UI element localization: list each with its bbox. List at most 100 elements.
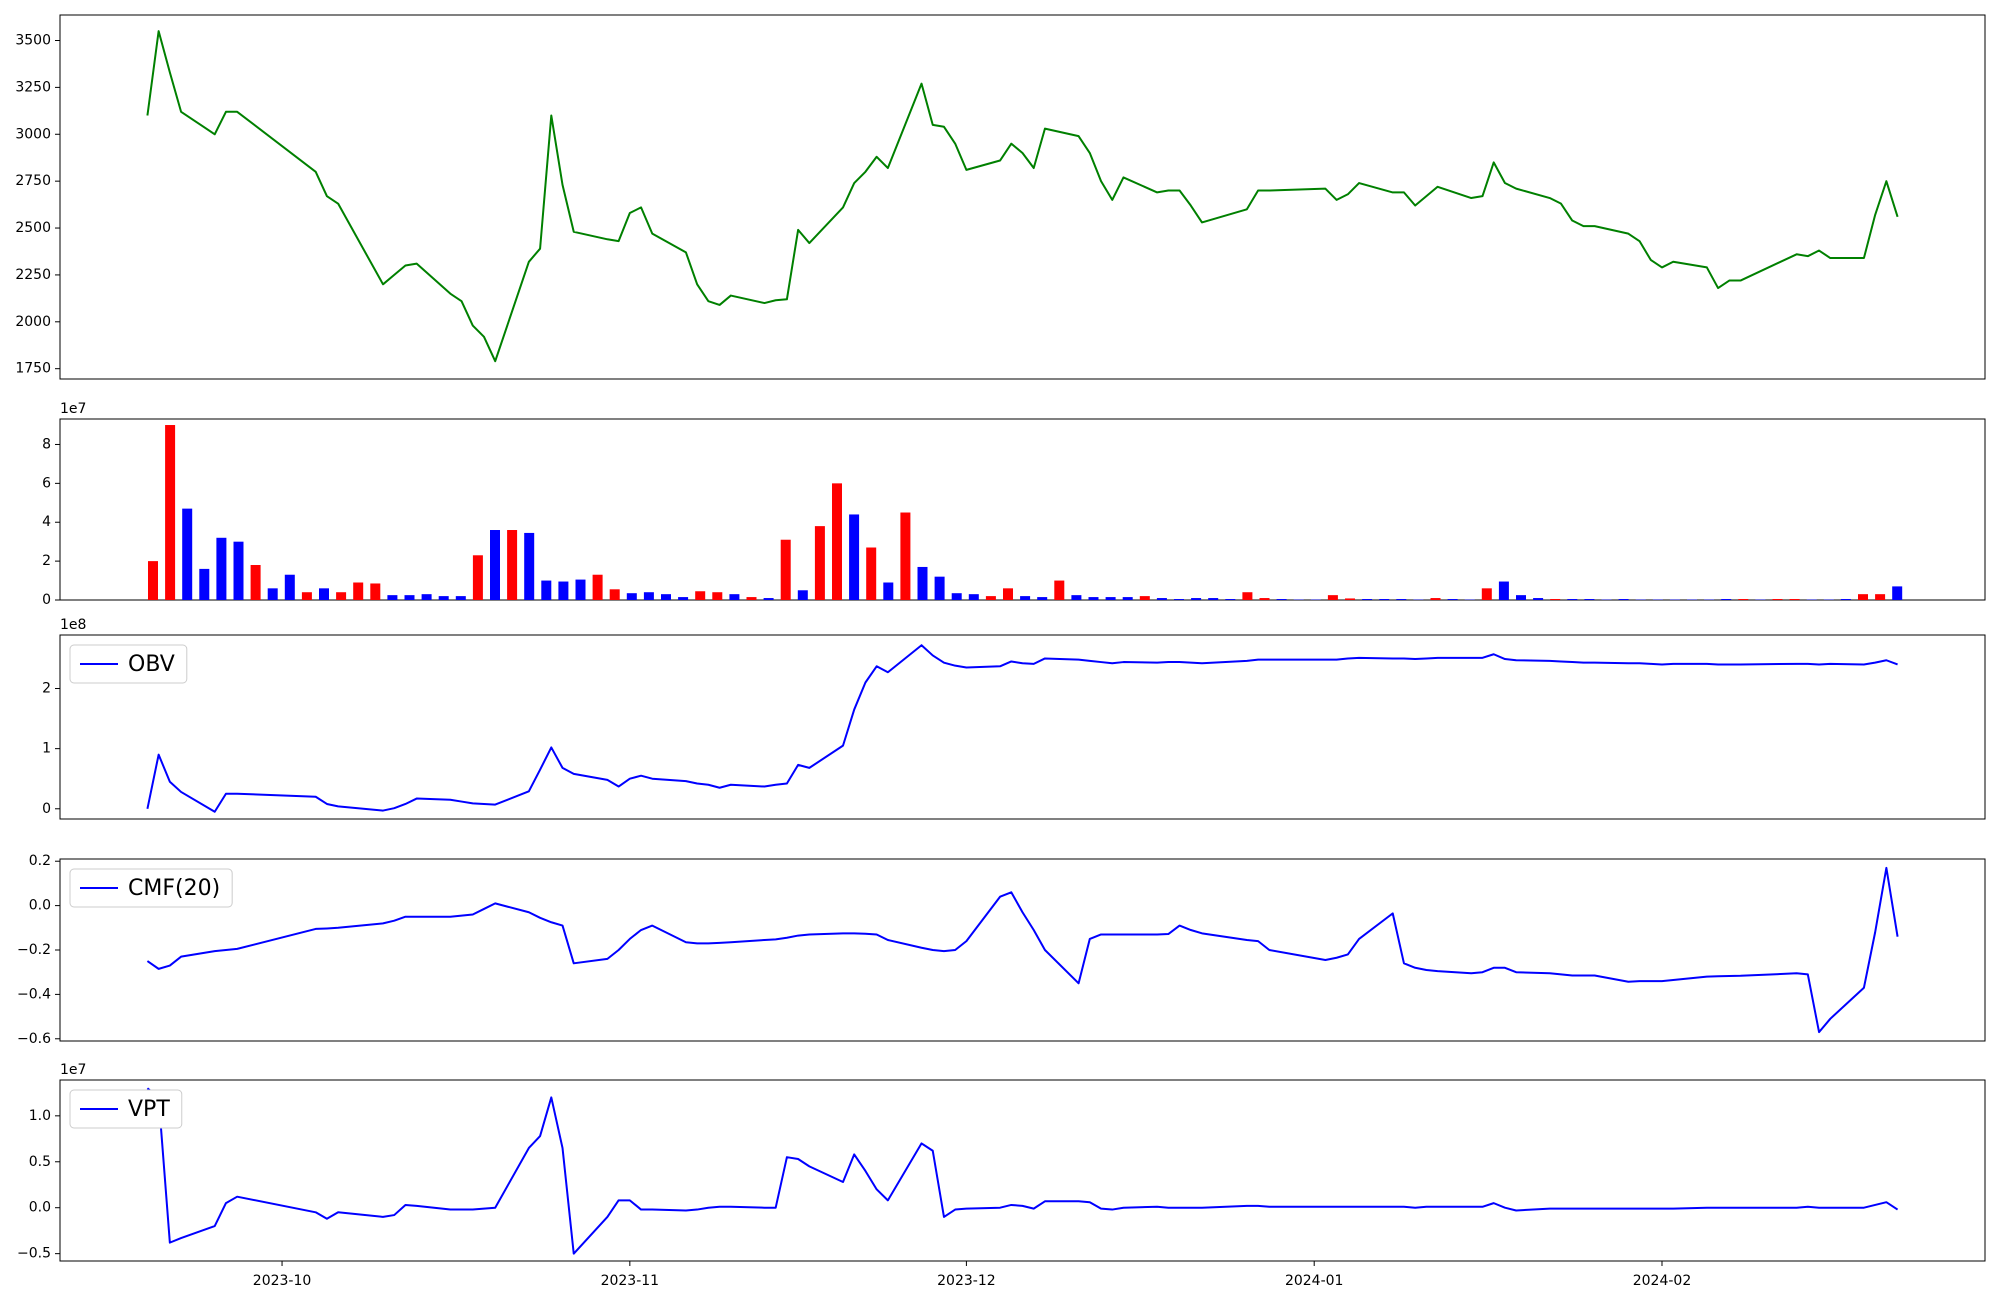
bar bbox=[951, 593, 962, 600]
bar bbox=[643, 592, 654, 600]
bar bbox=[438, 596, 449, 600]
bar bbox=[370, 583, 381, 600]
bar bbox=[1345, 598, 1355, 600]
bar bbox=[1618, 599, 1629, 600]
y-tick-label: −0.4 bbox=[17, 986, 51, 1002]
bar bbox=[1481, 588, 1492, 600]
bar bbox=[1259, 598, 1270, 600]
y-tick-label: 3500 bbox=[15, 33, 51, 49]
bar bbox=[1550, 599, 1561, 600]
legend-label: VPT bbox=[128, 1097, 170, 1122]
legend-box bbox=[69, 644, 188, 684]
y-tick-label: 3250 bbox=[15, 79, 51, 95]
bar bbox=[216, 537, 227, 600]
bar bbox=[165, 425, 176, 600]
bar bbox=[182, 508, 193, 600]
y-tick-label: 8 bbox=[42, 436, 51, 452]
y-tick-label: 0.2 bbox=[29, 853, 51, 869]
y-tick-label: 0 bbox=[42, 592, 51, 608]
bar bbox=[626, 593, 637, 600]
y-tick-label: 2 bbox=[42, 553, 51, 569]
bar bbox=[1875, 594, 1886, 600]
y-tick-label: 0.5 bbox=[29, 1154, 51, 1170]
x-tick-label: 2023-11 bbox=[601, 1273, 660, 1289]
bar bbox=[1139, 596, 1150, 600]
bar bbox=[1327, 595, 1338, 600]
bar bbox=[797, 590, 808, 600]
legend-label: OBV bbox=[128, 652, 175, 677]
bar bbox=[763, 598, 774, 600]
bar bbox=[1721, 599, 1732, 600]
legend-box bbox=[69, 868, 233, 908]
bar bbox=[900, 512, 911, 600]
bar bbox=[1020, 596, 1031, 600]
axis-offset-label: 1e7 bbox=[60, 1062, 86, 1078]
data-line bbox=[146, 866, 1899, 1034]
bar bbox=[1379, 599, 1390, 600]
y-tick-label: 1750 bbox=[15, 361, 51, 377]
bar bbox=[1892, 586, 1903, 600]
bar bbox=[455, 596, 466, 600]
bar bbox=[1191, 598, 1202, 600]
axis-offset-label: 1e7 bbox=[60, 401, 86, 417]
bar bbox=[1533, 598, 1544, 600]
y-tick-label: 6 bbox=[42, 475, 51, 491]
bar bbox=[592, 574, 603, 600]
bar bbox=[387, 595, 398, 600]
y-tick-label: 0 bbox=[42, 801, 51, 817]
y-tick-label: 1 bbox=[42, 741, 51, 757]
bar bbox=[233, 541, 244, 600]
bar bbox=[1447, 599, 1458, 600]
bar bbox=[301, 592, 312, 600]
bar bbox=[1567, 599, 1578, 600]
bar bbox=[866, 547, 877, 600]
legend-box bbox=[69, 1089, 183, 1129]
y-tick-label: 3000 bbox=[15, 126, 51, 142]
bar bbox=[609, 589, 620, 600]
bar bbox=[267, 588, 278, 600]
bar bbox=[746, 597, 757, 600]
bar bbox=[507, 530, 518, 600]
legend-label: CMF(20) bbox=[128, 876, 220, 901]
data-line bbox=[146, 30, 1899, 363]
bar bbox=[1105, 597, 1116, 600]
bar bbox=[404, 595, 415, 600]
bar bbox=[1584, 599, 1595, 600]
bar bbox=[1738, 599, 1749, 600]
bar bbox=[490, 530, 500, 600]
bar bbox=[284, 574, 295, 600]
bar bbox=[541, 580, 552, 600]
bar bbox=[336, 592, 347, 600]
y-tick-label: 2 bbox=[42, 681, 51, 697]
bar bbox=[353, 582, 364, 600]
y-tick-label: −0.2 bbox=[17, 942, 51, 958]
bar bbox=[1037, 597, 1048, 600]
y-tick-label: 0.0 bbox=[29, 1200, 51, 1216]
bar bbox=[558, 581, 569, 600]
bar bbox=[1858, 594, 1868, 600]
bar bbox=[1003, 588, 1013, 600]
bar bbox=[832, 483, 842, 600]
y-tick-label: −0.5 bbox=[17, 1246, 51, 1262]
bar bbox=[575, 579, 586, 600]
bar bbox=[695, 591, 706, 600]
bar bbox=[199, 568, 210, 600]
plot-frame bbox=[59, 418, 1986, 601]
bar bbox=[1122, 597, 1133, 600]
bar bbox=[472, 555, 483, 600]
bar bbox=[917, 566, 928, 600]
x-tick-label: 2024-02 bbox=[1633, 1273, 1692, 1289]
plot-frame bbox=[59, 858, 1986, 1042]
bar bbox=[712, 592, 723, 600]
bar bbox=[678, 597, 689, 600]
legend: CMF(20) bbox=[69, 868, 233, 908]
data-line bbox=[146, 644, 1898, 813]
y-tick-label: 4 bbox=[42, 514, 51, 530]
y-tick-label: −0.6 bbox=[17, 1031, 51, 1047]
y-tick-label: 2750 bbox=[15, 173, 51, 189]
bar bbox=[1225, 599, 1236, 600]
y-tick-label: 2250 bbox=[15, 267, 51, 283]
bar bbox=[148, 561, 158, 600]
bar bbox=[1840, 599, 1851, 600]
